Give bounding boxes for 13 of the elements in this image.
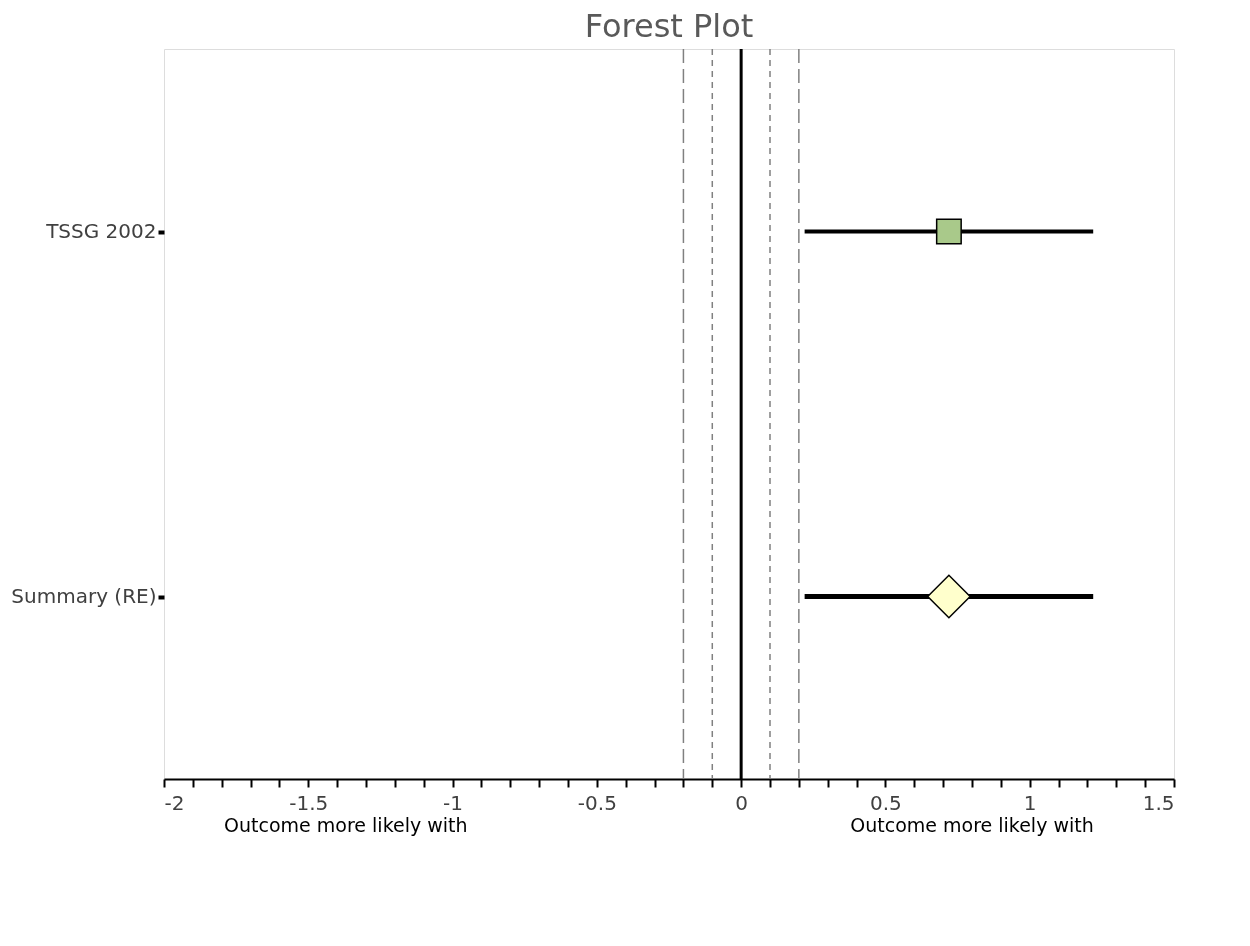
text: Outcome more likely with bbox=[850, 814, 1094, 836]
x-tick-label: -1.5 bbox=[289, 790, 329, 815]
x-tick-label: -1 bbox=[443, 790, 464, 815]
text: Outcome more likely with bbox=[224, 814, 468, 836]
y-tick-label: Summary (RE) bbox=[11, 584, 157, 608]
x-tick-label: -2 bbox=[164, 790, 185, 815]
x-tick-label: 0.5 bbox=[870, 790, 902, 815]
y-tick-label: TSSG 2002 bbox=[45, 219, 157, 243]
x-tick-label: 1 bbox=[1023, 790, 1037, 815]
x-tick-label: 1.5 bbox=[1142, 790, 1175, 815]
x-tick-label: -0.5 bbox=[577, 790, 617, 815]
x-tick-label: 0 bbox=[735, 790, 749, 815]
chart-title: Forest Plot bbox=[584, 6, 754, 45]
